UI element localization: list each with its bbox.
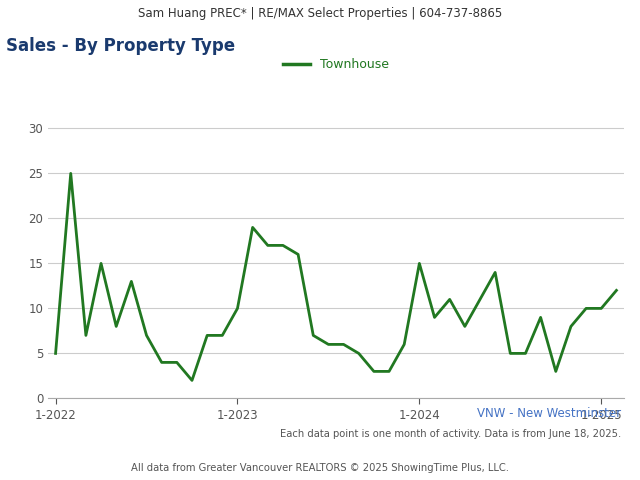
Text: Each data point is one month of activity. Data is from June 18, 2025.: Each data point is one month of activity… [280, 429, 621, 439]
Text: VNW - New Westminster: VNW - New Westminster [477, 407, 621, 420]
Text: All data from Greater Vancouver REALTORS © 2025 ShowingTime Plus, LLC.: All data from Greater Vancouver REALTORS… [131, 463, 509, 473]
Legend: Townhouse: Townhouse [278, 53, 394, 76]
Text: Sam Huang PREC* | RE/MAX Select Properties | 604-737-8865: Sam Huang PREC* | RE/MAX Select Properti… [138, 7, 502, 20]
Text: Sales - By Property Type: Sales - By Property Type [6, 37, 236, 55]
